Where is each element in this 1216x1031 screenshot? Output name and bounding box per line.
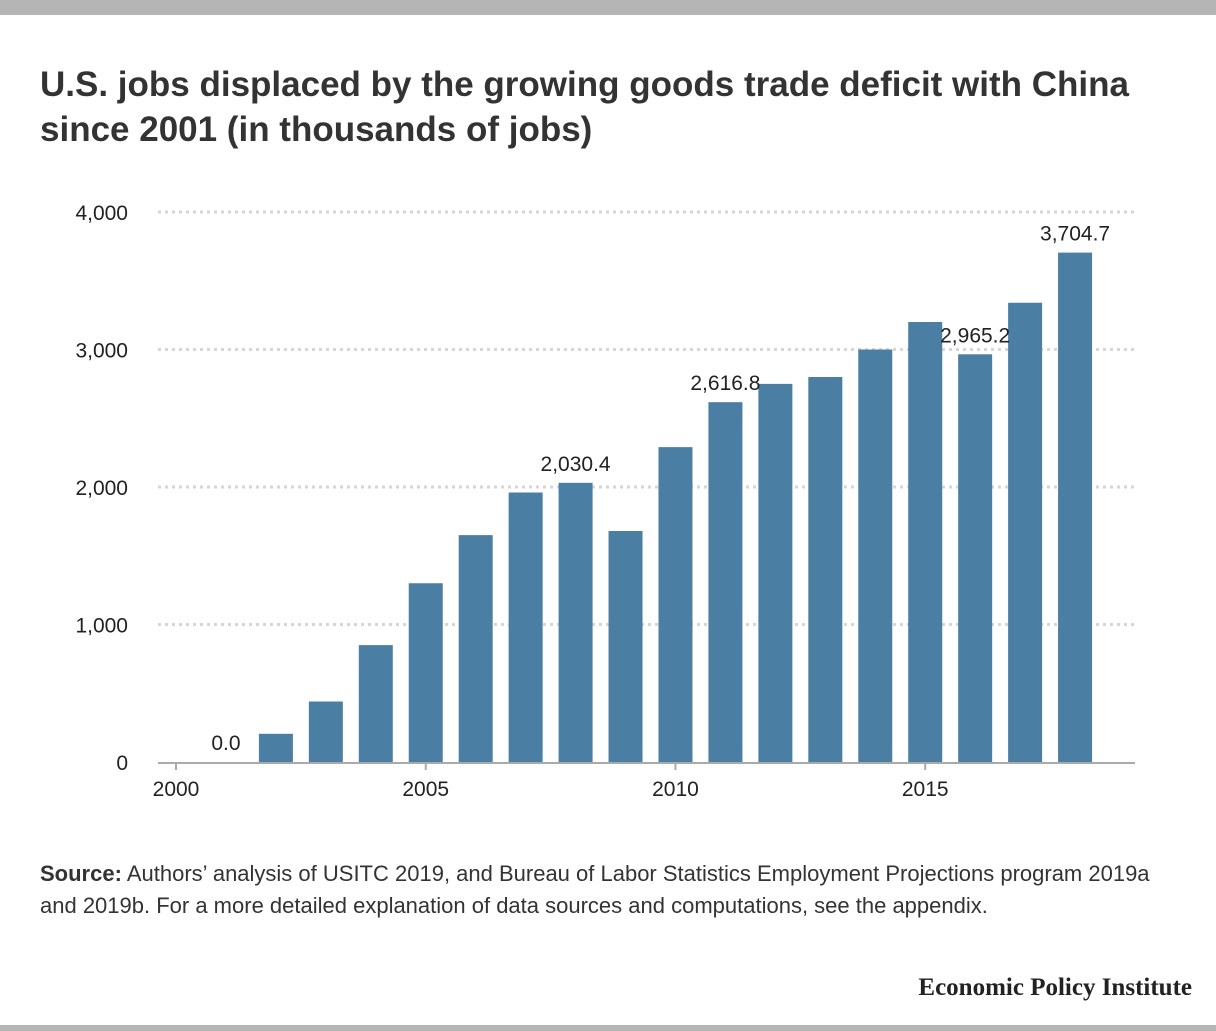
source-label: Source: xyxy=(40,861,122,886)
bar xyxy=(408,583,443,762)
bars xyxy=(258,252,1093,762)
data-label: 2,030.4 xyxy=(541,453,611,476)
bar xyxy=(508,492,543,762)
x-tick-label: 2015 xyxy=(902,778,949,801)
x-tick-label: 2000 xyxy=(153,778,200,801)
y-tick-label: 2,000 xyxy=(75,477,128,500)
bar xyxy=(358,645,393,762)
bar xyxy=(758,383,793,762)
bar xyxy=(308,701,343,762)
bar xyxy=(808,377,843,762)
bar xyxy=(1008,302,1043,762)
axes: 0 1,000 2,000 3,000 4,000 2000 2005 2010 2015 xyxy=(75,202,1135,801)
source-text: Authors’ analysis of USITC 2019, and Bur… xyxy=(40,861,1150,918)
data-label: 2,965.2 xyxy=(940,324,1010,347)
bar xyxy=(558,482,593,762)
bar xyxy=(858,349,893,762)
data-label: 0.0 xyxy=(211,732,240,755)
source-note: Source: Authors’ analysis of USITC 2019,… xyxy=(40,858,1190,922)
bottom-accent-bar xyxy=(0,1025,1216,1031)
y-tick-label: 3,000 xyxy=(75,340,128,363)
brand-logo-text: Economic Policy Institute xyxy=(918,974,1192,1001)
bar xyxy=(258,733,293,762)
top-accent-bar xyxy=(0,0,1216,15)
y-tick-label: 1,000 xyxy=(75,615,128,638)
y-tick-label: 0 xyxy=(116,752,128,775)
bar xyxy=(458,535,493,762)
bar xyxy=(608,531,643,762)
bar xyxy=(1058,252,1093,762)
y-tick-label: 4,000 xyxy=(75,202,128,225)
bar xyxy=(908,322,943,762)
chart-title: U.S. jobs displaced by the growing goods… xyxy=(40,65,1129,149)
bar xyxy=(658,447,693,762)
x-tick-label: 2005 xyxy=(402,778,449,801)
data-labels: 0.0 2,030.4 2,616.8 2,965.2 3,704.7 xyxy=(211,223,1110,755)
data-label: 2,616.8 xyxy=(690,372,760,395)
data-label: 3,704.7 xyxy=(1040,223,1110,246)
bar-chart: 0 1,000 2,000 3,000 4,000 2000 2005 2010 2015 0.… xyxy=(75,202,1135,801)
bar xyxy=(958,354,993,762)
bar xyxy=(708,402,743,762)
x-tick-label: 2010 xyxy=(652,778,699,801)
